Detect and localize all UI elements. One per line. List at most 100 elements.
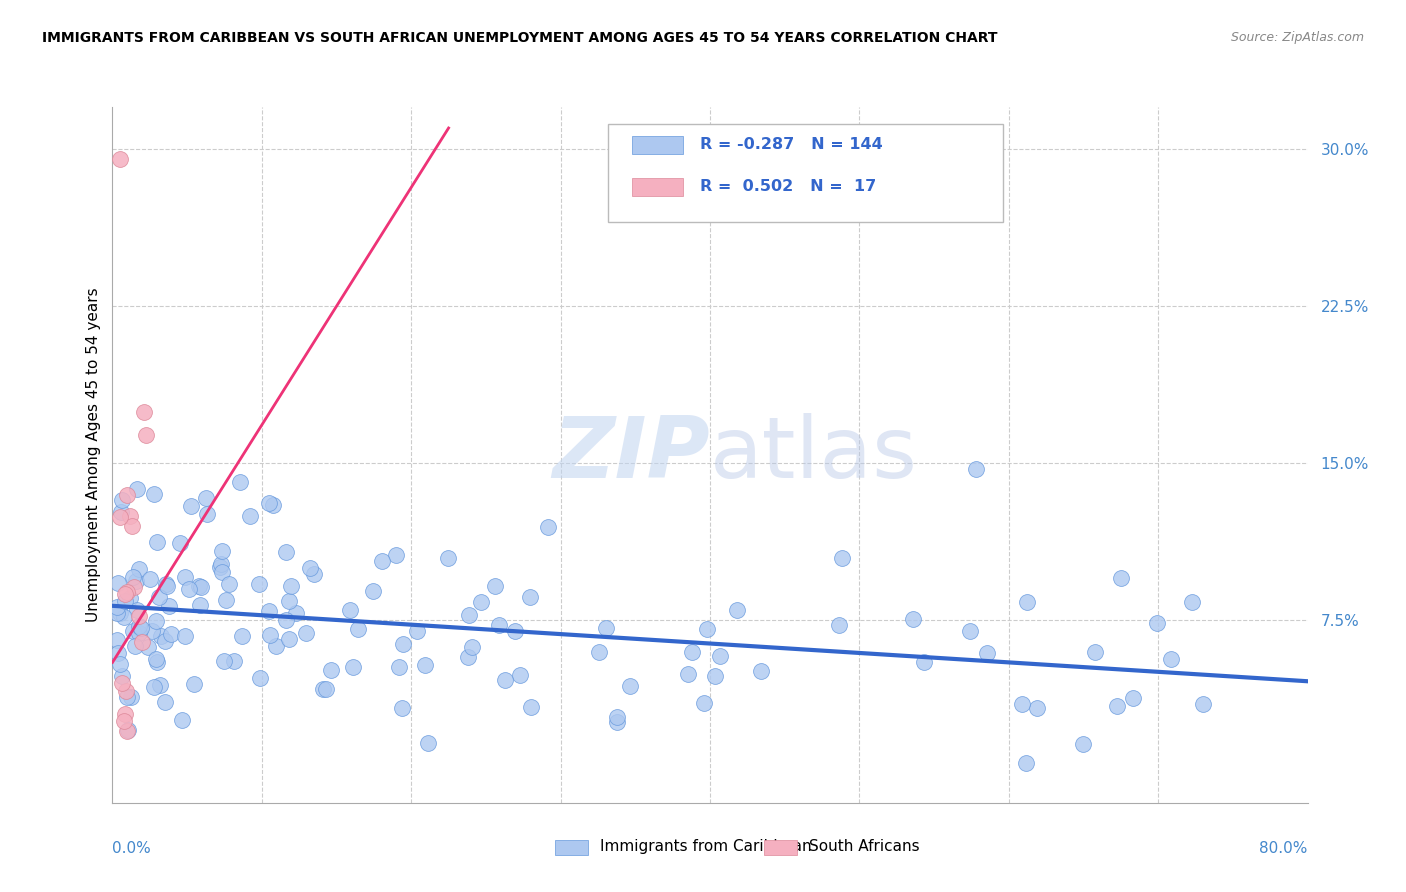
Point — [231, 629, 253, 643]
Point — [537, 520, 560, 534]
Point — [247, 577, 270, 591]
Point — [211, 543, 233, 558]
Point — [262, 498, 284, 512]
Point — [136, 640, 159, 655]
Point — [105, 599, 128, 614]
Point — [170, 713, 193, 727]
Point — [965, 462, 987, 476]
Point — [347, 622, 370, 636]
Point — [678, 667, 700, 681]
Point — [187, 578, 209, 592]
Point — [112, 714, 135, 729]
Point — [1160, 652, 1182, 666]
Point — [1071, 737, 1094, 751]
Point — [128, 608, 150, 623]
Point — [105, 607, 128, 621]
Point — [155, 577, 177, 591]
Point — [107, 576, 129, 591]
Point — [112, 610, 135, 624]
Text: R =  0.502   N =  17: R = 0.502 N = 17 — [700, 179, 877, 194]
Point — [488, 618, 510, 632]
Point — [315, 681, 337, 696]
Point — [174, 570, 197, 584]
Point — [111, 676, 134, 690]
Point — [105, 633, 128, 648]
Point — [177, 582, 200, 597]
Point — [619, 679, 641, 693]
Point — [1084, 645, 1107, 659]
Point — [120, 591, 142, 605]
Point — [134, 405, 156, 419]
Point — [1191, 698, 1213, 712]
Point — [114, 706, 136, 721]
Point — [110, 505, 132, 519]
Point — [415, 658, 437, 673]
Point — [117, 723, 139, 737]
Point — [107, 646, 129, 660]
Point — [110, 606, 132, 620]
Text: Immigrants from Caribbean: Immigrants from Caribbean — [600, 839, 811, 855]
Point — [416, 736, 439, 750]
Bar — [633, 178, 682, 196]
Point — [110, 509, 132, 524]
Point — [155, 633, 177, 648]
Point — [214, 654, 236, 668]
Point — [145, 652, 167, 666]
Point — [108, 657, 131, 671]
Point — [214, 592, 236, 607]
Point — [211, 565, 233, 579]
Point — [1109, 571, 1132, 585]
Point — [142, 487, 165, 501]
Point — [156, 578, 179, 592]
Point — [135, 428, 157, 442]
Point — [149, 628, 172, 642]
Point — [959, 624, 981, 638]
Point — [436, 550, 458, 565]
Point — [458, 607, 481, 622]
Y-axis label: Unemployment Among Ages 45 to 54 years: Unemployment Among Ages 45 to 54 years — [86, 287, 101, 623]
Point — [827, 618, 849, 632]
Point — [298, 561, 321, 575]
Point — [461, 640, 484, 654]
Point — [520, 699, 543, 714]
Point — [141, 624, 163, 639]
Point — [145, 614, 167, 628]
Point — [115, 723, 138, 738]
Text: Source: ZipAtlas.com: Source: ZipAtlas.com — [1230, 31, 1364, 45]
Point — [139, 572, 162, 586]
Point — [121, 569, 143, 583]
Point — [160, 627, 183, 641]
Point — [180, 500, 202, 514]
Point — [115, 690, 138, 705]
Point — [509, 667, 531, 681]
Point — [519, 591, 541, 605]
Point — [131, 634, 153, 648]
Point — [222, 654, 245, 668]
Point — [209, 557, 232, 571]
Point — [1026, 701, 1049, 715]
Point — [188, 598, 211, 612]
Point — [114, 594, 136, 608]
Point — [304, 567, 326, 582]
Point — [505, 624, 527, 639]
Point — [339, 603, 361, 617]
Point — [312, 681, 335, 696]
FancyBboxPatch shape — [609, 124, 1002, 222]
Point — [342, 660, 364, 674]
Point — [681, 645, 703, 659]
Point — [696, 623, 718, 637]
Point — [157, 599, 180, 614]
Point — [257, 604, 280, 618]
Point — [280, 579, 302, 593]
Point — [122, 580, 145, 594]
Point — [484, 579, 506, 593]
Bar — [763, 839, 797, 855]
Text: 0.0%: 0.0% — [112, 841, 152, 856]
Point — [117, 488, 139, 502]
Point — [976, 646, 998, 660]
Point — [914, 656, 936, 670]
Bar — [554, 839, 588, 855]
Point — [470, 595, 492, 609]
Point — [725, 603, 748, 617]
Point — [195, 507, 218, 521]
